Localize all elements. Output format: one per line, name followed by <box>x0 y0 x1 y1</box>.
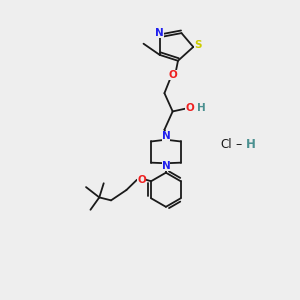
Text: H: H <box>197 103 206 113</box>
Text: S: S <box>194 40 202 50</box>
Text: –: – <box>236 138 242 151</box>
Text: H: H <box>246 138 256 151</box>
Text: N: N <box>161 161 170 171</box>
Text: N: N <box>155 28 164 38</box>
Text: N: N <box>161 131 170 141</box>
Text: O: O <box>137 175 146 185</box>
Text: O: O <box>168 70 177 80</box>
Text: Cl: Cl <box>220 138 232 151</box>
Text: O: O <box>185 103 194 113</box>
